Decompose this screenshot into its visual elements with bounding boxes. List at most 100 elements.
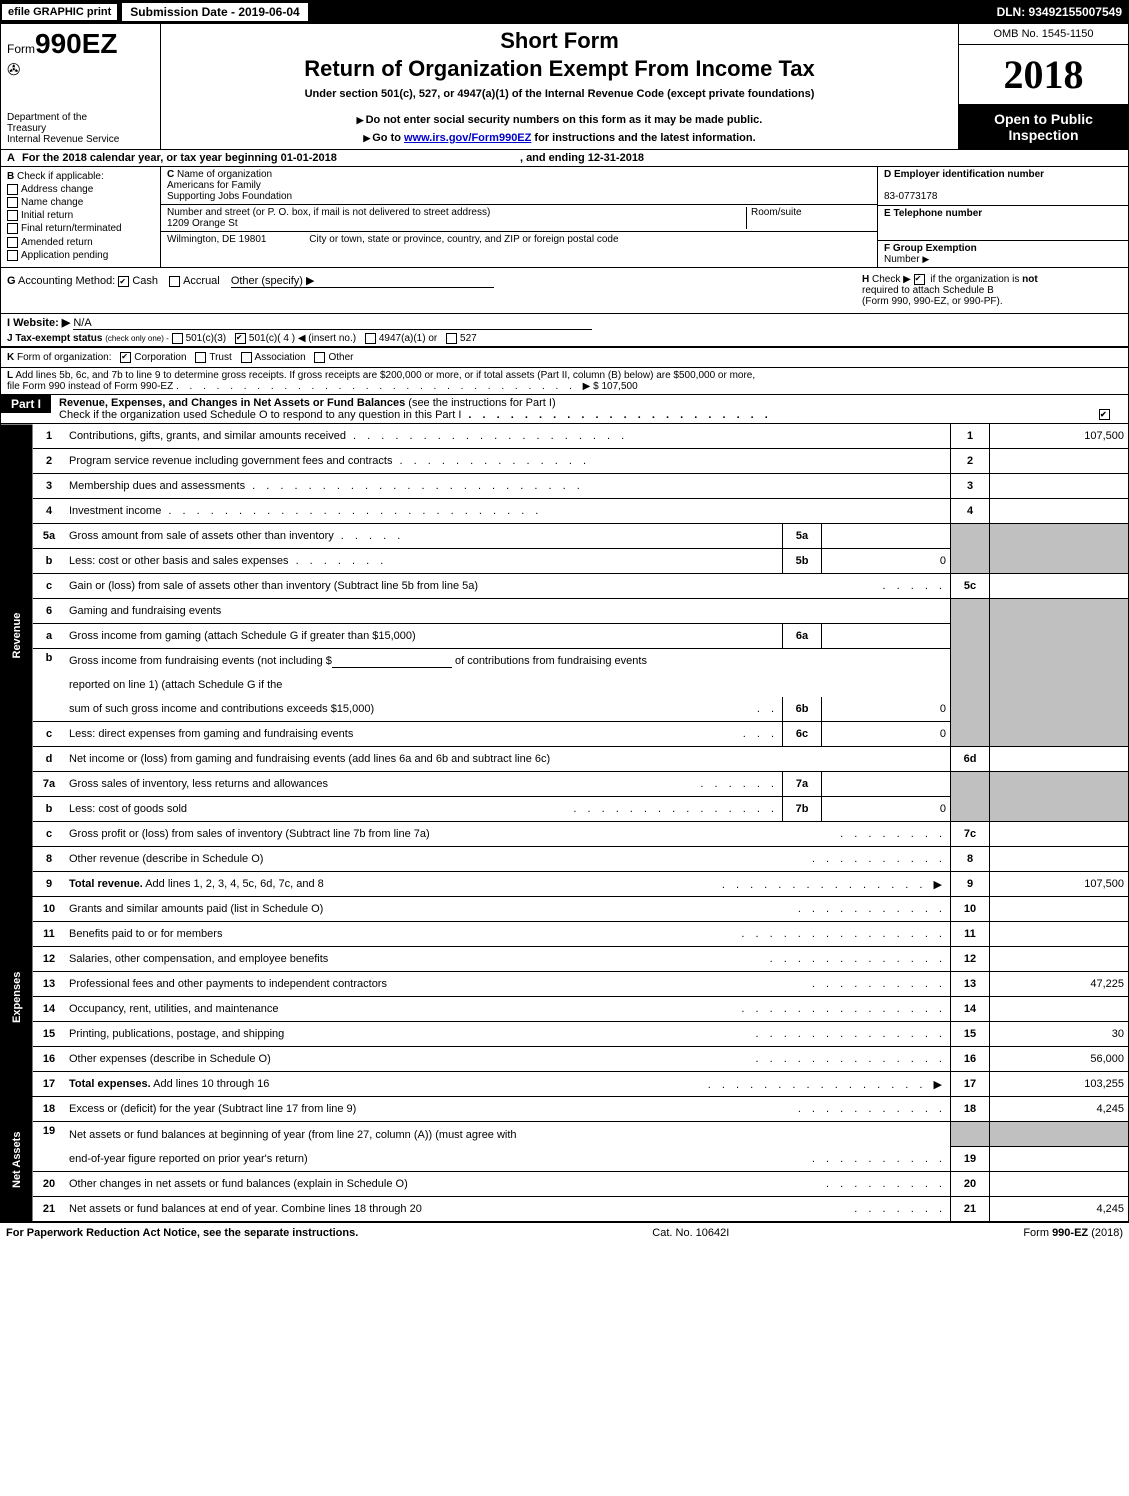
line-16-no: 16 [33, 1047, 65, 1072]
line-7b-no: b [33, 797, 65, 822]
submission-date: Submission Date - 2019-06-04 [122, 3, 307, 21]
checkbox-initial-return[interactable] [7, 210, 18, 221]
lines-table: Revenue 1 Contributions, gifts, grants, … [0, 424, 1129, 1222]
line-6b-no: b [33, 649, 65, 722]
checkbox-assoc[interactable] [241, 352, 252, 363]
addr-label: Number and street (or P. O. box, if mail… [167, 207, 490, 218]
line-8-no: 8 [33, 847, 65, 872]
checkbox-pending[interactable] [7, 250, 18, 261]
j-o2: 501(c)( 4 ) ◀ (insert no.) [249, 333, 356, 344]
footer-left: For Paperwork Reduction Act Notice, see … [6, 1227, 358, 1239]
line-1-no: 1 [33, 424, 65, 449]
line-6b-desc: Gross income from fundraising events (no… [69, 655, 332, 667]
line-7b-sno: 7b [783, 797, 822, 822]
k-o1: Corporation [134, 352, 186, 363]
expenses-label: Expenses [1, 897, 34, 1097]
line-5b-sno: 5b [783, 549, 822, 574]
goto-link[interactable]: www.irs.gov/Form990EZ [404, 132, 531, 144]
checkbox-4947[interactable] [365, 333, 376, 344]
checkbox-h[interactable] [914, 274, 925, 285]
k-o3: Association [255, 352, 306, 363]
part-i-title: Revenue, Expenses, and Changes in Net As… [51, 395, 1128, 423]
checkbox-schedule-o[interactable] [1099, 409, 1110, 420]
checkbox-501c3[interactable] [172, 333, 183, 344]
line-6b-sval: 0 [822, 697, 951, 722]
line-5c-val [990, 574, 1129, 599]
efile-button[interactable]: efile GRAPHIC print [2, 4, 117, 20]
line-2-no: 2 [33, 449, 65, 474]
line-19-desc2: end-of-year figure reported on prior yea… [69, 1153, 308, 1165]
line-15-mno: 15 [951, 1022, 990, 1047]
row-a-text2: , and ending 12-31-2018 [520, 152, 644, 164]
cash-label: Cash [132, 275, 158, 287]
shaded-5v [990, 524, 1129, 574]
form-header: Form990EZ ✇ Department of the Treasury I… [0, 24, 1129, 150]
open-to-public: Open to Public Inspection [959, 105, 1128, 149]
line-1-val: 107,500 [990, 424, 1129, 449]
line-6c-sno: 6c [783, 722, 822, 747]
footer-mid: Cat. No. 10642I [652, 1227, 729, 1239]
checkbox-final-return[interactable] [7, 223, 18, 234]
line-4-val [990, 499, 1129, 524]
line-18-no: 18 [33, 1097, 65, 1122]
checkbox-527[interactable] [446, 333, 457, 344]
checkbox-amended[interactable] [7, 237, 18, 248]
line-9-no: 9 [33, 872, 65, 897]
line-5c-mno: 5c [951, 574, 990, 599]
line-19-mno: 19 [951, 1147, 990, 1172]
g-label: G [7, 275, 16, 287]
line-6d-no: d [33, 747, 65, 772]
donot-text: Do not enter social security numbers on … [366, 114, 763, 126]
line-5b-desc: Less: cost or other basis and sales expe… [69, 555, 289, 567]
line-3-mno: 3 [951, 474, 990, 499]
shaded-5 [951, 524, 990, 574]
dln-number: DLN: 93492155007549 [997, 5, 1128, 19]
part-sub-text: (see the instructions for Part I) [408, 397, 555, 409]
shaded-6v [990, 599, 1129, 747]
return-title: Return of Organization Exempt From Incom… [169, 56, 950, 82]
line-15-no: 15 [33, 1022, 65, 1047]
page-footer: For Paperwork Reduction Act Notice, see … [0, 1222, 1129, 1243]
line-18-desc: Excess or (deficit) for the year (Subtra… [69, 1103, 356, 1115]
line-5a-desc: Gross amount from sale of assets other t… [69, 530, 334, 542]
short-form-title: Short Form [169, 28, 950, 54]
line-13-desc: Professional fees and other payments to … [69, 978, 387, 990]
dots: . . . . . . . . . . . . . . . . . . . . … [176, 381, 583, 392]
line-6a-sval [822, 624, 951, 649]
chk-lbl-4: Amended return [21, 237, 93, 248]
shaded-7v [990, 772, 1129, 822]
line-16-desc: Other expenses (describe in Schedule O) [69, 1053, 271, 1065]
checkbox-trust[interactable] [195, 352, 206, 363]
line-3-no: 3 [33, 474, 65, 499]
h-label: H [862, 274, 869, 285]
org-name-2: Supporting Jobs Foundation [167, 191, 292, 202]
k-o4: Other [328, 352, 353, 363]
row-j-tax-exempt: J Tax-exempt status (check only one) - 5… [0, 331, 1129, 347]
website-label: I Website: ▶ [7, 317, 70, 329]
checkbox-name-change[interactable] [7, 197, 18, 208]
checkbox-address-change[interactable] [7, 184, 18, 195]
ein-block: D Employer identification number 83-0773… [878, 167, 1128, 206]
checkbox-cash[interactable] [118, 276, 129, 287]
street-address: 1209 Orange St [167, 218, 238, 229]
top-bar: efile GRAPHIC print Submission Date - 20… [0, 0, 1129, 24]
line-6b-sno: 6b [783, 697, 822, 722]
checkbox-corp[interactable] [120, 352, 131, 363]
line-14-no: 14 [33, 997, 65, 1022]
line-15-val: 30 [990, 1022, 1129, 1047]
k-text: Form of organization: [14, 352, 111, 363]
line-5a-no: 5a [33, 524, 65, 549]
part-title-text: Revenue, Expenses, and Changes in Net As… [59, 397, 408, 409]
l-text2: file Form 990 instead of Form 990-EZ [7, 381, 173, 392]
line-5b-sval: 0 [822, 549, 951, 574]
shaded-19v [990, 1122, 1129, 1147]
line-10-desc: Grants and similar amounts paid (list in… [69, 903, 323, 915]
checkbox-other-org[interactable] [314, 352, 325, 363]
line-11-no: 11 [33, 922, 65, 947]
checkbox-accrual[interactable] [169, 276, 180, 287]
col-b-label: B [7, 171, 14, 182]
line-11-desc: Benefits paid to or for members [69, 928, 222, 940]
checkbox-501c4[interactable] [235, 333, 246, 344]
line-16-mno: 16 [951, 1047, 990, 1072]
city-block: Wilmington, DE 19801 City or town, state… [161, 232, 877, 247]
